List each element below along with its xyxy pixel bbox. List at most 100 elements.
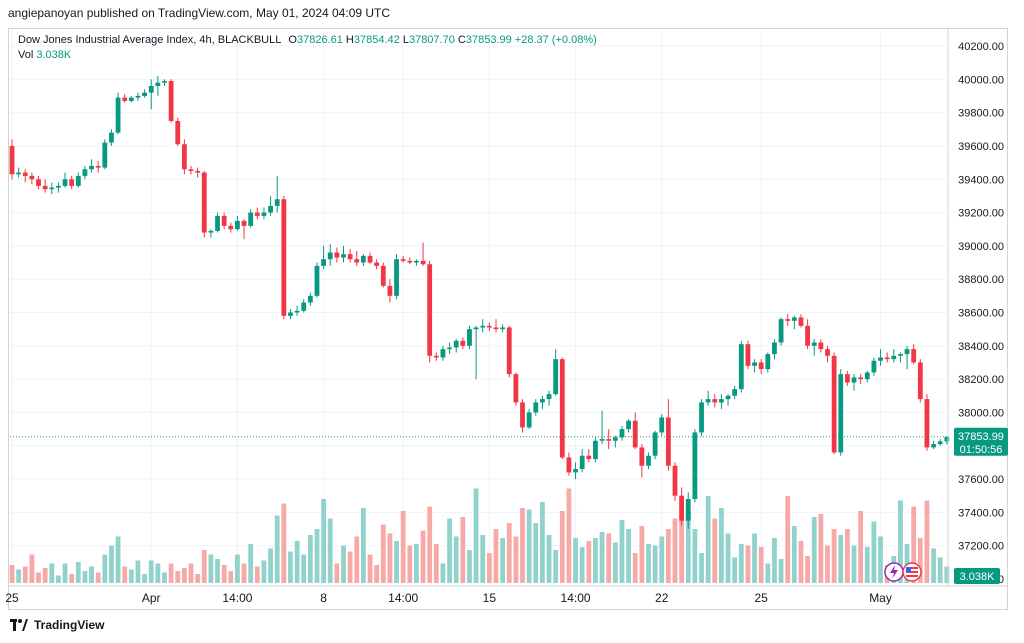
candle-body [162,80,167,83]
volume-bar [228,571,234,583]
candle-body [360,255,366,263]
candle-body [917,362,923,400]
volume-bar [646,544,651,583]
candle-body [612,437,618,441]
candle-body [248,212,254,226]
volume-bar [115,536,121,583]
candle-body [586,455,592,460]
candle-body [480,325,486,328]
volume-bar [579,547,585,583]
publisher-line: angiepanoyan published on TradingView.co… [8,6,391,20]
volume-bar [851,545,857,583]
volume-bar [467,550,472,583]
volume-bar [268,548,273,583]
lightning-icon[interactable] [884,562,904,582]
candle-body [115,97,121,133]
candle-body [891,355,897,360]
volume-bar [380,524,386,583]
volume-bar [374,565,380,583]
volume-bar [102,554,108,583]
y-tick-label: 39800.00 [958,108,1004,120]
footer-brand-label: TradingView [34,618,105,632]
candle-body [520,402,525,428]
volume-bar [685,511,691,583]
candle-body [261,212,267,216]
volume-bar [453,536,459,583]
candle-body [738,344,744,390]
us-flag-icon[interactable] [902,562,922,582]
candle-body [665,417,671,466]
candle-body [208,230,214,233]
price-tag-price: 37853.99 [958,431,1004,443]
volume-bar [811,517,817,583]
volume-bar [818,514,824,583]
volume-bar [135,560,141,583]
volume-bar [82,571,88,583]
candle-body [241,220,247,226]
candle-body [652,432,658,456]
volume-bar [699,553,704,583]
volume-bar [62,563,68,583]
candle-body [725,395,731,400]
volume-tag: 3.038K [954,568,1000,584]
x-tick-label: 15 [483,591,497,605]
candle-body [811,342,817,346]
volume-bar [944,566,950,583]
candle-body [75,175,81,186]
volume-bar [56,575,61,583]
volume-bar [188,563,194,583]
volume-bar [89,566,94,583]
candle-body [294,310,300,313]
legend-open-label: O [288,34,297,46]
volume-bar [201,550,207,583]
candle-body [626,420,631,430]
candle-body [56,185,61,188]
volume-bar [235,554,240,583]
volume-bar [22,566,28,583]
footer-brand[interactable]: TradingView [10,618,104,632]
candle-body [420,260,426,265]
chart-frame [8,28,1008,610]
volume-bar [772,538,777,583]
candle-body [506,327,512,375]
volume-bar [341,545,346,583]
candle-body [175,120,181,145]
candle-body [221,215,227,226]
candle-body [473,327,479,330]
volume-bar [195,574,201,583]
candle-body [500,327,506,330]
volume-bar [480,535,486,583]
candle-body [128,97,134,101]
volume-bar [864,547,870,583]
y-tick-label: 40200.00 [958,41,1004,53]
x-tick-label: 22 [655,591,669,605]
candle-body [573,469,578,473]
volume-bar [294,541,300,583]
volume-bar [440,563,446,583]
volume-bar [719,508,724,583]
volume-bar [659,536,665,583]
legend-open: 37826.61 [296,34,343,46]
candle-body [692,432,698,500]
volume-bar [241,563,247,583]
volume-bar [917,538,923,583]
volume-bar [752,533,757,583]
volume-bar [553,550,559,583]
candle-body [307,295,313,303]
candle-body [453,340,459,348]
volume-bar [500,538,506,583]
candle-body [235,220,240,230]
candle-body [526,412,532,428]
volume-bar [367,554,373,583]
candle-body [155,82,161,86]
candle-body [745,344,751,366]
candle-body [805,325,810,346]
candle-body [374,262,380,266]
volume-bar [606,533,612,583]
candle-body [719,399,724,403]
y-tick-label: 39400.00 [958,174,1004,186]
volume-bar [871,521,877,583]
candle-body [646,455,651,466]
candle-body [109,132,114,143]
